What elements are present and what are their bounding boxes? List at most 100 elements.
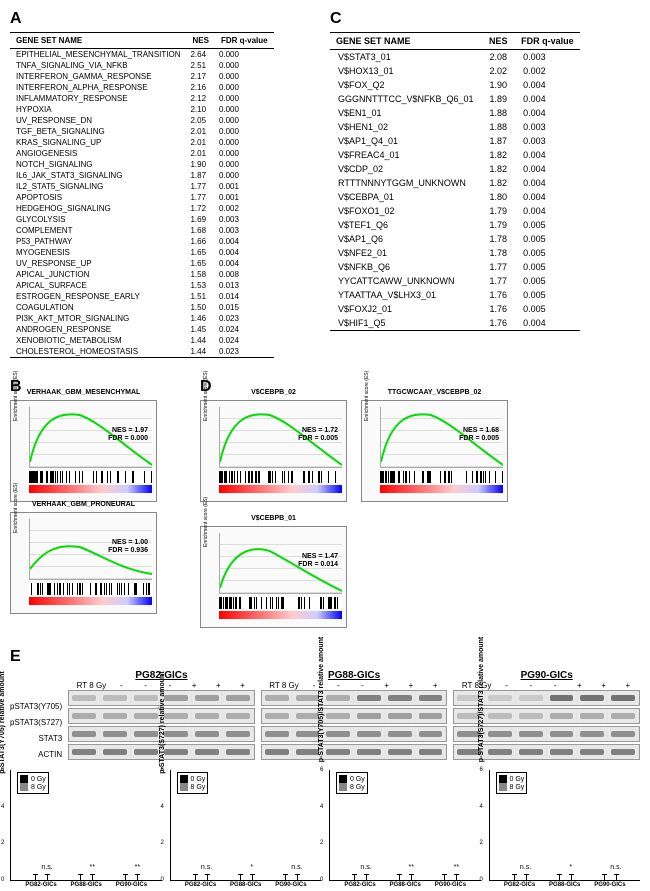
table-row: CHOLESTEROL_HOMEOSTASIS1.440.023 [10, 346, 274, 358]
cell-name: INTERFERON_GAMMA_RESPONSE [10, 71, 186, 82]
th-nes: NES [186, 33, 214, 49]
gsea-gradient [380, 485, 503, 493]
cell-name: V$HEN1_02 [330, 120, 482, 134]
cell-fdr: 0.000 [215, 104, 274, 115]
lane [516, 745, 547, 759]
sig-label: n.s. [291, 864, 302, 871]
lane [69, 691, 100, 705]
cell-fdr: 0.001 [215, 192, 274, 203]
cell-nes: 1.65 [186, 247, 214, 258]
table-row: TGF_BETA_SIGNALING2.010.000 [10, 126, 274, 137]
gsea-title: VERHAAK_GBM_PRONEURAL [11, 501, 156, 508]
cell-fdr: 0.000 [215, 170, 274, 181]
lane [131, 727, 162, 741]
cell-fdr: 0.005 [515, 260, 580, 274]
cell-fdr: 0.015 [215, 302, 274, 313]
legend: 0 Gy 8 Gy [177, 772, 209, 794]
ytick: 2 [480, 840, 483, 846]
y-label: p-STAT3(Y705)/STAT3 relative amount [318, 637, 325, 763]
lane [323, 727, 354, 741]
cell-nes: 2.08 [482, 50, 516, 65]
panel-E-label: E [10, 648, 640, 666]
gsea-plot: VERHAAK_GBM_PRONEURAL Enrichment score (… [10, 512, 157, 614]
lane [577, 745, 608, 759]
table-row: GLYCOLYSIS1.690.003 [10, 214, 274, 225]
cell-name: V$NFKB_Q6 [330, 260, 482, 274]
rt-sign: - [326, 681, 350, 690]
cell-nes: 1.76 [482, 316, 516, 331]
table-row: INFLAMMATORY_RESPONSE2.120.000 [10, 93, 274, 104]
sig-label: * [250, 864, 253, 871]
lane [354, 727, 385, 741]
cell-fdr: 0.004 [215, 236, 274, 247]
table-row: GGGNNTTTCC_V$NFKB_Q6_011.890.004 [330, 92, 580, 106]
lane [69, 745, 100, 759]
cell-fdr: 0.003 [215, 214, 274, 225]
table-row: V$NFKB_Q61.770.005 [330, 260, 580, 274]
cell-nes: 1.87 [186, 170, 214, 181]
gsea-ylabel: Enrichment score (ES) [13, 483, 19, 533]
legend: 0 Gy 8 Gy [336, 772, 368, 794]
cell-name: V$CEBPA_01 [330, 190, 482, 204]
cell-fdr: 0.000 [215, 137, 274, 148]
table-row: KRAS_SIGNALING_UP2.010.000 [10, 137, 274, 148]
th-nes: NES [482, 33, 516, 50]
cell-name: V$FOX_Q2 [330, 78, 482, 92]
gsea-ylabel: Enrichment score (ES) [364, 371, 370, 421]
cell-nes: 1.76 [482, 288, 516, 302]
ytick: 0 [161, 877, 164, 883]
rt-sign: + [375, 681, 399, 690]
gsea-stats: NES = 1.47FDR = 0.014 [298, 553, 338, 570]
cell-name: CHOLESTEROL_HOMEOSTASIS [10, 346, 186, 358]
cell-nes: 1.80 [482, 190, 516, 204]
cell-fdr: 0.001 [215, 181, 274, 192]
cell-fdr: 0.000 [215, 71, 274, 82]
western-labels-col: pSTAT3(Y705)pSTAT3(S727)STAT3ACTIN [10, 670, 62, 762]
cell-name: COAGULATION [10, 302, 186, 313]
cell-name: V$CDP_02 [330, 162, 482, 176]
bar-xlabel: PG82-GICs [499, 882, 541, 888]
cell-fdr: 0.024 [215, 324, 274, 335]
bar-chart: p-STAT3(S727)/STAT3 relative amount0246 … [489, 770, 641, 881]
cell-name: V$HOX13_01 [330, 64, 482, 78]
cell-fdr: 0.004 [515, 78, 580, 92]
cell-name: GGGNNTTTCC_V$NFKB_Q6_01 [330, 92, 482, 106]
lane [416, 691, 447, 705]
lane [485, 709, 516, 723]
cell-nes: 1.68 [186, 225, 214, 236]
cell-nes: 1.77 [482, 260, 516, 274]
lane [547, 709, 578, 723]
table-row: XENOBIOTIC_METABOLISM1.440.024 [10, 335, 274, 346]
cell-fdr: 0.005 [515, 274, 580, 288]
blot-row [261, 690, 448, 706]
gsea-title: V$CEBPB_01 [201, 515, 346, 522]
cell-fdr: 0.005 [515, 246, 580, 260]
cell-name: APICAL_JUNCTION [10, 269, 186, 280]
cell-fdr: 0.000 [215, 60, 274, 71]
panel-D: D V$CEBPB_02 Enrichment score (ES) NES =… [200, 378, 640, 638]
sig-label: ** [409, 864, 414, 871]
lane [161, 727, 192, 741]
sig-label: n.s. [201, 864, 212, 871]
table-row: V$NFE2_011.780.005 [330, 246, 580, 260]
rt-sign: + [206, 681, 230, 690]
cell-nes: 1.76 [482, 302, 516, 316]
ytick: 2 [161, 840, 164, 846]
cell-nes: 2.10 [186, 104, 214, 115]
lane [161, 745, 192, 759]
cell-fdr: 0.003 [515, 50, 580, 65]
th-name: GENE SET NAME [330, 33, 482, 50]
bar-chart: p-STAT3(Y705) relative amount0246 0 Gy 8… [10, 770, 162, 881]
table-row: V$FOXJ2_011.760.005 [330, 302, 580, 316]
cell-name: V$FOXO1_02 [330, 204, 482, 218]
rt-row: RT 8 Gy---+++ [261, 681, 448, 690]
lane [223, 691, 254, 705]
lane [577, 709, 608, 723]
rt-sign: - [133, 681, 157, 690]
cell-nes: 1.72 [186, 203, 214, 214]
cell-nes: 1.90 [482, 78, 516, 92]
ytick: 0 [1, 877, 4, 883]
panel-A: A GENE SET NAME NES FDR q-value EPITHELI… [10, 10, 310, 358]
table-row: INTERFERON_ALPHA_RESPONSE2.160.000 [10, 82, 274, 93]
cell-name: V$STAT3_01 [330, 50, 482, 65]
